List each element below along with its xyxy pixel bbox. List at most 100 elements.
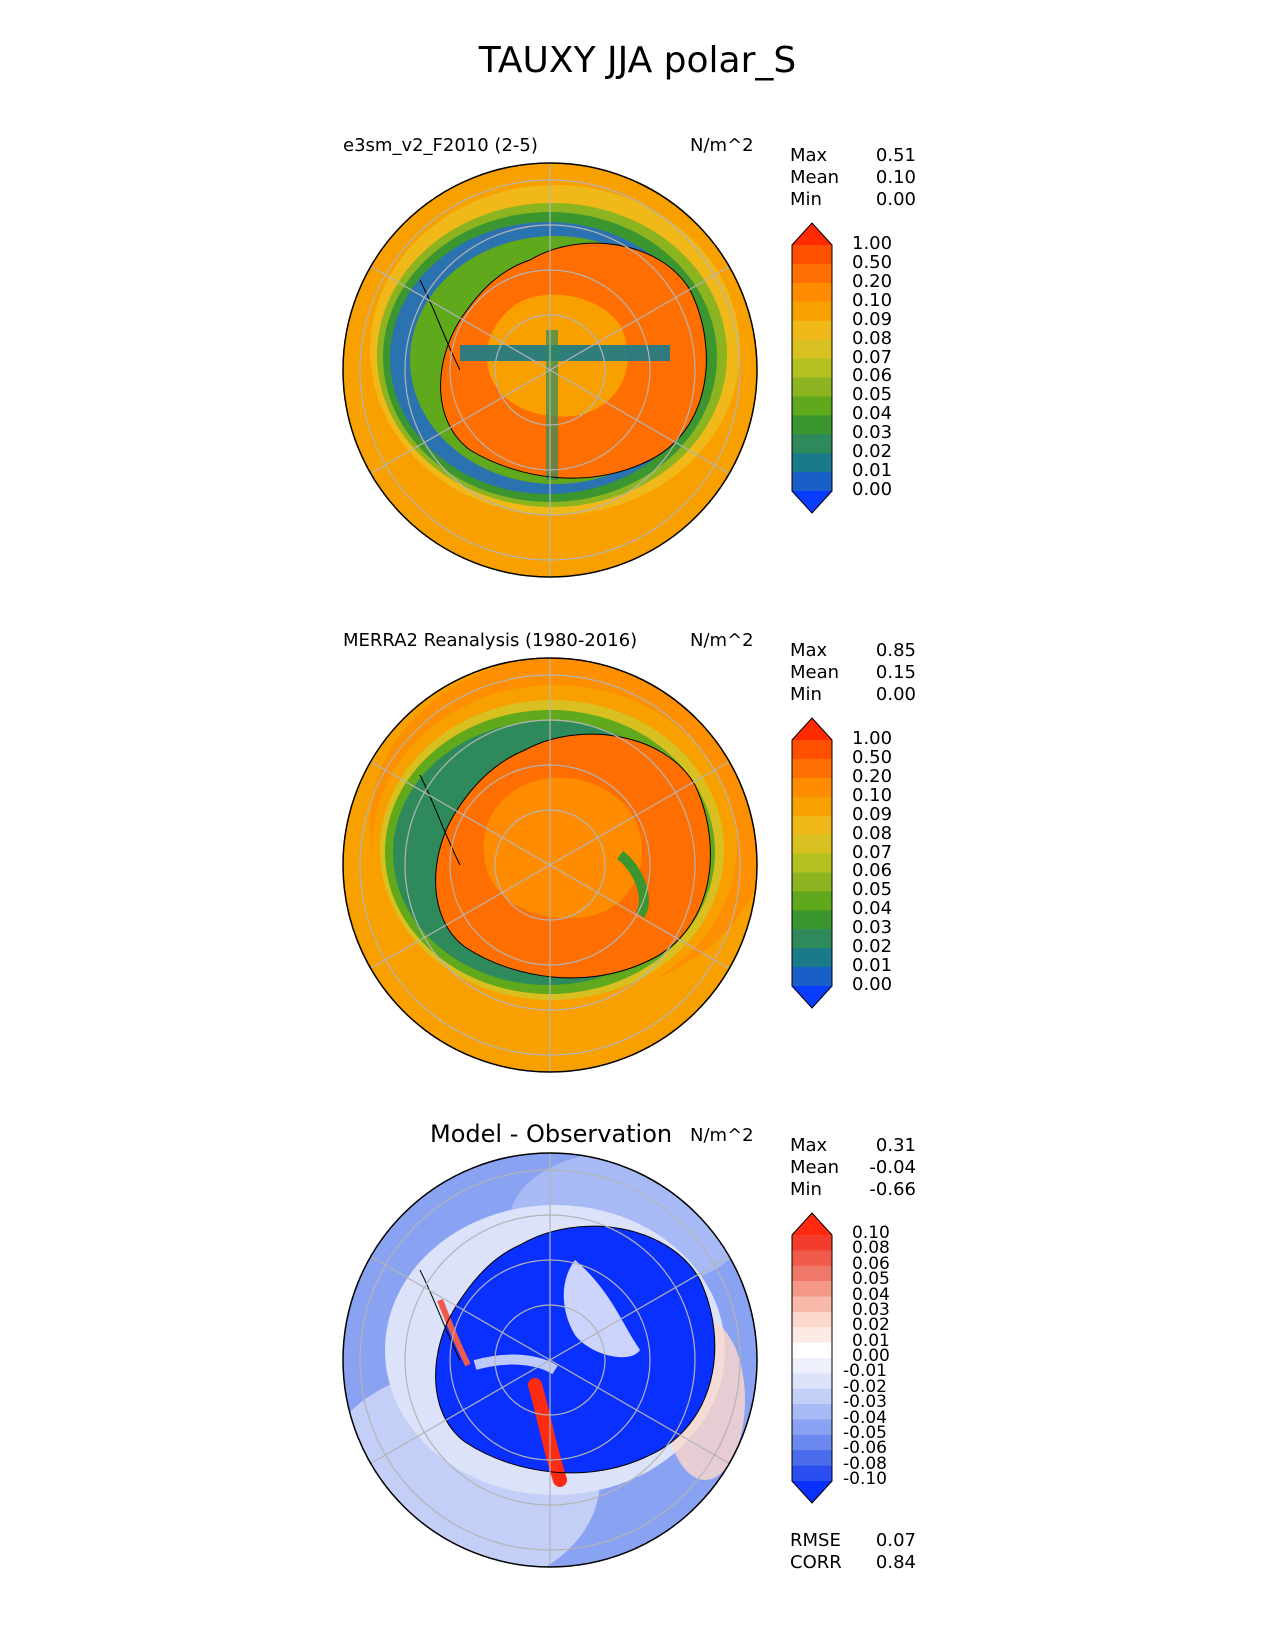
colorbar-outline — [791, 717, 833, 1009]
colorbar-tick-label: -0.04 — [843, 1407, 887, 1428]
panel-2-max-label: Max — [790, 640, 828, 661]
colorbar-tick-label: -0.01 — [843, 1361, 887, 1382]
colorbar-tick-label: 1.00 — [852, 728, 893, 749]
colorbar-segment — [792, 472, 832, 492]
colorbar-segment — [792, 929, 832, 949]
colorbar-tick-label: 0.01 — [852, 1330, 890, 1351]
colorbar-segment — [792, 1342, 832, 1359]
corr-value: 0.84 — [875, 1552, 916, 1573]
coastline — [435, 1225, 716, 1474]
panel-2-mean-value: 0.15 — [875, 662, 916, 683]
colorbar-segment — [792, 1265, 832, 1282]
colorbar-tick-label: 0.08 — [852, 822, 893, 844]
colorbar-tick-label: 0.05 — [852, 879, 893, 901]
colorbar-extend-min — [792, 986, 832, 1008]
colorbar-segment — [792, 1327, 832, 1344]
colorbar-segment — [792, 245, 832, 265]
colorbar-tick-label: -0.08 — [843, 1453, 887, 1474]
colorbar-tick-label: 0.07 — [852, 841, 893, 863]
panel-3-units: N/m^2 — [690, 1125, 754, 1146]
colorbar-tick-label: 0.09 — [852, 308, 893, 330]
colorbar-tick-label: 0.20 — [852, 270, 893, 292]
colorbar-segment — [792, 358, 832, 378]
grid-artifact-vertical — [546, 330, 558, 480]
plateau-field — [483, 777, 642, 919]
graticule — [359, 658, 741, 1072]
colorbar-tick-label: -0.02 — [843, 1376, 887, 1397]
panel-3-map — [342, 1152, 758, 1568]
corr-label: CORR — [790, 1552, 842, 1573]
map-boundary — [342, 657, 758, 1073]
colorbar-tick-label: 0.06 — [852, 1253, 890, 1274]
grid-artifact-horizontal — [460, 345, 670, 361]
colorbar-tick-label: 0.10 — [852, 784, 893, 806]
colorbar-tick-label: 0.00 — [852, 1346, 890, 1366]
colorbar-tick-label: 0.03 — [852, 1299, 890, 1320]
colorbar-segment — [792, 339, 832, 360]
colorbar-tick-label: 0.20 — [852, 765, 893, 787]
colorbar-segment — [792, 910, 832, 930]
colorbar-tick-label: 0.00 — [852, 974, 893, 995]
colorbar-segment — [792, 263, 832, 284]
west-antarctic-positive-bias — [528, 1378, 567, 1487]
coastline — [440, 242, 707, 479]
colorbar-tick-label: 0.08 — [852, 327, 893, 349]
panel-3-colorbar — [791, 1212, 833, 1504]
colorbar-segment — [792, 415, 832, 435]
colorbar-tick-label: 0.03 — [852, 422, 893, 444]
colorbar-segment — [792, 453, 832, 473]
panel-2-map — [342, 657, 758, 1073]
colorbar-tick-label: 0.04 — [852, 898, 893, 920]
colorbar-outline — [791, 1212, 833, 1504]
colorbar-segment — [792, 1296, 832, 1313]
panel-2-min-value: 0.00 — [875, 684, 916, 705]
peninsula-positive-bias — [437, 1298, 471, 1367]
colorbar-segment — [792, 1250, 832, 1267]
colorbar-tick-label: 0.50 — [852, 746, 893, 768]
panel-1-colorbar — [791, 222, 833, 514]
panel-2-mean-label: Mean — [790, 662, 840, 683]
colorbar-segment — [792, 1419, 832, 1436]
graticule — [359, 163, 741, 577]
colorbar-segment — [792, 1404, 832, 1420]
panel-1-max-label: Max — [790, 145, 828, 166]
coastline — [435, 733, 711, 979]
panel-1-mean-value: 0.10 — [875, 167, 916, 188]
peninsula-coastline — [419, 774, 461, 866]
colorbar-segment — [792, 1434, 832, 1451]
colorbar-tick-label: 0.01 — [852, 955, 893, 977]
colorbar-tick-label: 0.50 — [852, 251, 893, 273]
colorbar-tick-label: -0.06 — [843, 1438, 887, 1459]
colorbar-extend-max — [792, 223, 832, 245]
panel-1-title: e3sm_v2_F2010 (2-5) — [343, 135, 538, 156]
rmse-value: 0.07 — [875, 1530, 916, 1551]
rmse-label: RMSE — [790, 1530, 841, 1551]
panel-2-max-value: 0.85 — [875, 640, 916, 661]
map-boundary — [342, 162, 758, 578]
panel-2-colorbar — [791, 717, 833, 1009]
colorbar-tick-label: 0.03 — [852, 917, 893, 939]
graticule — [359, 1153, 741, 1567]
colorbar-segment — [792, 948, 832, 968]
panel-3-max-value: 0.31 — [875, 1135, 916, 1156]
panel-3-mean-label: Mean — [790, 1157, 840, 1178]
colorbar-segment — [792, 301, 832, 322]
colorbar-tick-label: 0.05 — [852, 1269, 890, 1290]
colorbar-segment — [792, 1311, 832, 1328]
colorbar-segment — [792, 396, 832, 416]
colorbar-segment — [792, 1281, 832, 1297]
colorbar-tick-label: 0.05 — [852, 384, 893, 406]
interior-near-zero-streak — [563, 1260, 640, 1358]
colorbar-segment — [792, 777, 832, 798]
panel-1-min-label: Min — [790, 189, 822, 210]
colorbar-segment — [792, 853, 832, 873]
colorbar-segment — [792, 377, 832, 397]
colorbar-segment — [792, 872, 832, 892]
colorbar-segment — [792, 740, 832, 760]
colorbar-tick-label: 0.02 — [852, 1315, 890, 1336]
panel-1-mean-label: Mean — [790, 167, 840, 188]
colorbar-tick-label: 0.06 — [852, 365, 893, 387]
panel-3-mean-value: -0.04 — [869, 1157, 916, 1178]
colorbar-tick-label: 0.04 — [852, 1284, 890, 1305]
colorbar-segment — [792, 1388, 832, 1405]
